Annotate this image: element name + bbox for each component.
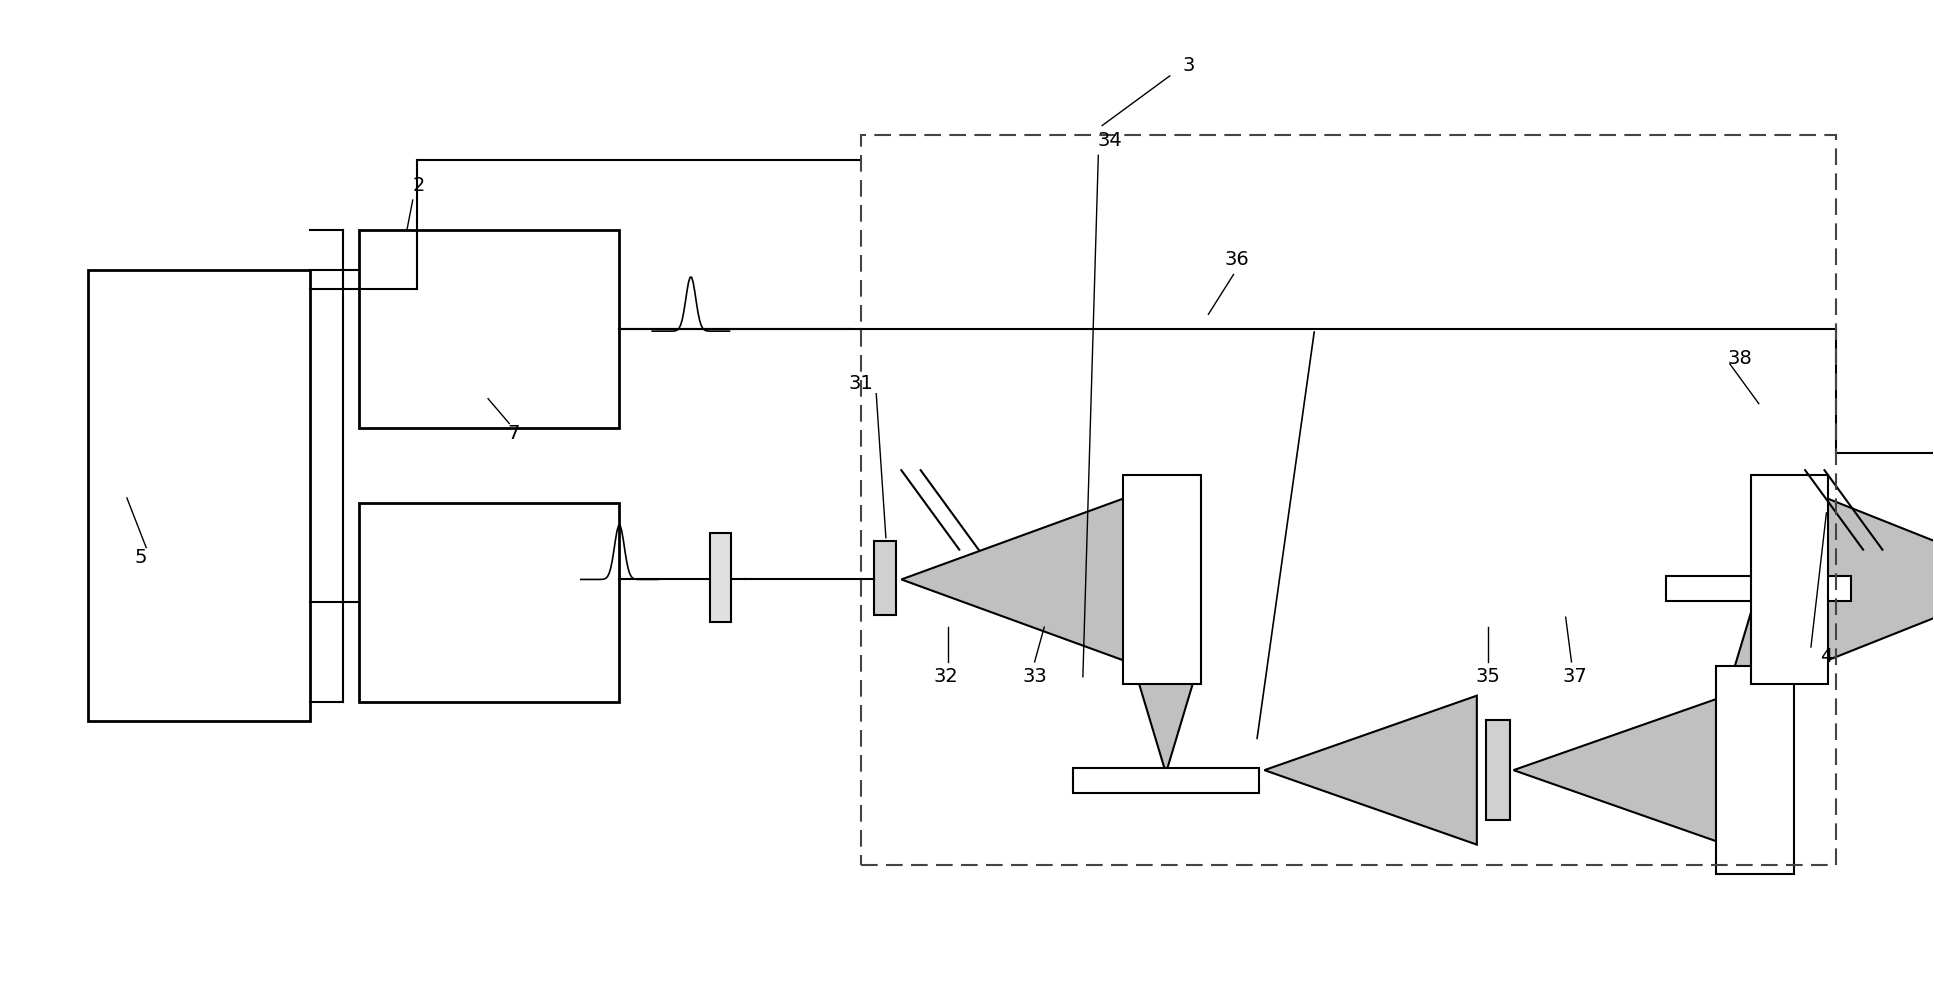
Text: 38: 38 xyxy=(1727,350,1752,369)
Text: 33: 33 xyxy=(1023,667,1046,686)
Bar xyxy=(1073,768,1259,793)
Text: 4: 4 xyxy=(1820,647,1833,666)
Polygon shape xyxy=(1725,587,1791,695)
Bar xyxy=(874,541,895,616)
Text: 34: 34 xyxy=(1097,130,1122,150)
Text: 7: 7 xyxy=(507,424,520,443)
Bar xyxy=(710,533,731,622)
Polygon shape xyxy=(1265,695,1478,845)
Text: 31: 31 xyxy=(849,374,872,393)
Bar xyxy=(1124,475,1201,683)
Text: 3: 3 xyxy=(1184,57,1195,76)
Bar xyxy=(1715,666,1793,874)
Polygon shape xyxy=(901,495,1133,664)
Bar xyxy=(1750,475,1828,683)
Text: 2: 2 xyxy=(412,175,425,194)
Bar xyxy=(1665,577,1851,602)
Bar xyxy=(358,230,619,428)
Text: 32: 32 xyxy=(934,667,957,686)
Bar xyxy=(861,135,1835,866)
Bar xyxy=(358,503,619,701)
Polygon shape xyxy=(1818,495,1934,664)
Polygon shape xyxy=(1514,695,1725,845)
Text: 5: 5 xyxy=(133,548,147,567)
Bar xyxy=(89,270,309,721)
Text: 35: 35 xyxy=(1476,667,1501,686)
Bar xyxy=(1487,720,1510,820)
Text: 37: 37 xyxy=(1563,667,1588,686)
Polygon shape xyxy=(1133,664,1199,773)
Text: 36: 36 xyxy=(1224,250,1249,269)
